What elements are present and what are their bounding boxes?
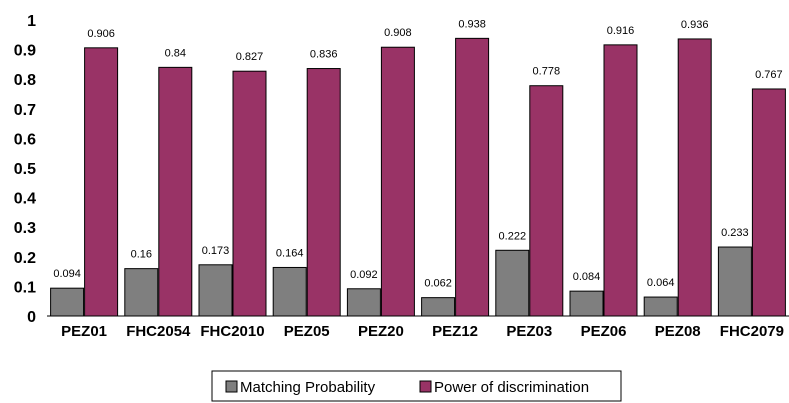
y-tick-label: 0.3 xyxy=(14,220,36,237)
y-tick-label: 1 xyxy=(27,13,36,30)
x-tick-label: PEZ06 xyxy=(581,323,627,340)
data-label-power-of-discrimination: 0.938 xyxy=(458,18,486,30)
y-tick-label: 0 xyxy=(27,309,36,326)
x-tick-label: PEZ05 xyxy=(284,323,330,340)
bar-matching-probability-pez06 xyxy=(569,290,604,317)
legend-swatch-power-of-discrimination xyxy=(419,380,432,393)
bar-power-of-discrimination-pez06 xyxy=(603,44,638,317)
bar-power-of-discrimination-pez05 xyxy=(306,68,341,317)
data-label-power-of-discrimination: 0.906 xyxy=(87,28,115,40)
y-tick-label: 0.1 xyxy=(14,279,36,296)
bars xyxy=(50,37,786,317)
data-label-matching-probability: 0.064 xyxy=(647,277,675,289)
data-label-matching-probability: 0.173 xyxy=(202,245,230,257)
bar-power-of-discrimination-pez01 xyxy=(84,47,119,317)
bar-matching-probability-fhc2079 xyxy=(717,246,752,317)
y-tick-label: 0.8 xyxy=(14,72,36,89)
y-axis-ticks: 0 0.1 0.2 0.3 0.4 0.5 0.6 0.7 0.8 0.9 1 xyxy=(14,13,36,326)
x-tick-label: PEZ12 xyxy=(432,323,478,340)
x-tick-label: FHC2054 xyxy=(126,323,191,340)
data-labels: 0.094 0.906 0.16 0.84 0.173 0.827 0.164 0.836 0.… xyxy=(53,18,782,289)
bar-power-of-discrimination-fhc2010 xyxy=(232,70,267,317)
bar-matching-probability-fhc2054 xyxy=(124,268,159,317)
data-label-power-of-discrimination: 0.767 xyxy=(755,69,783,81)
x-tick-label: PEZ20 xyxy=(358,323,404,340)
data-label-power-of-discrimination: 0.916 xyxy=(607,25,635,37)
x-tick-label: FHC2079 xyxy=(720,323,784,340)
y-tick-label: 0.7 xyxy=(14,102,36,119)
data-label-matching-probability: 0.16 xyxy=(131,249,152,261)
x-tick-label: PEZ01 xyxy=(61,323,107,340)
bar-power-of-discrimination-fhc2054 xyxy=(158,66,193,317)
y-tick-label: 0.5 xyxy=(14,161,36,178)
data-label-matching-probability: 0.222 xyxy=(499,230,527,242)
y-tick-label: 0.4 xyxy=(14,191,36,208)
data-label-power-of-discrimination: 0.836 xyxy=(310,49,338,61)
legend: Matching Probability Power of discrimina… xyxy=(211,370,622,402)
bar-power-of-discrimination-pez12 xyxy=(455,37,490,317)
bar-matching-probability-pez03 xyxy=(495,249,530,317)
x-axis-ticks: PEZ01 FHC2054 FHC2010 PEZ05 PEZ20 PEZ12 PEZ03 P… xyxy=(61,323,784,340)
bar-matching-probability-pez05 xyxy=(272,266,307,317)
bar-matching-probability-fhc2010 xyxy=(198,264,233,317)
data-label-power-of-discrimination: 0.778 xyxy=(533,66,561,78)
bar-matching-probability-pez08 xyxy=(643,296,678,317)
data-label-power-of-discrimination: 0.84 xyxy=(165,47,186,59)
data-label-matching-probability: 0.062 xyxy=(424,278,452,290)
data-label-matching-probability: 0.164 xyxy=(276,247,304,259)
legend-swatch-matching-probability xyxy=(225,380,238,393)
bar-power-of-discrimination-pez20 xyxy=(380,46,415,317)
bar-matching-probability-pez20 xyxy=(346,288,381,317)
data-label-matching-probability: 0.233 xyxy=(721,227,749,239)
data-label-power-of-discrimination: 0.908 xyxy=(384,27,412,39)
y-tick-label: 0.6 xyxy=(14,131,36,148)
data-label-matching-probability: 0.092 xyxy=(350,269,378,281)
bar-power-of-discrimination-pez08 xyxy=(677,38,712,317)
y-tick-label: 0.9 xyxy=(14,43,36,60)
x-tick-label: PEZ08 xyxy=(655,323,701,340)
data-label-power-of-discrimination: 0.936 xyxy=(681,19,709,31)
data-label-matching-probability: 0.084 xyxy=(573,271,601,283)
legend-label-matching-probability: Matching Probability xyxy=(240,379,376,396)
legend-box xyxy=(211,370,622,402)
x-tick-label: FHC2010 xyxy=(200,323,264,340)
bar-power-of-discrimination-pez03 xyxy=(529,85,564,317)
legend-label-power-of-discrimination: Power of discrimination xyxy=(434,379,589,396)
bar-power-of-discrimination-fhc2079 xyxy=(751,88,786,317)
y-tick-label: 0.2 xyxy=(14,250,36,267)
x-tick-label: PEZ03 xyxy=(506,323,552,340)
bar-matching-probability-pez12 xyxy=(421,297,456,317)
data-label-matching-probability: 0.094 xyxy=(53,268,81,280)
data-label-power-of-discrimination: 0.827 xyxy=(236,51,264,63)
bar-matching-probability-pez01 xyxy=(50,287,85,317)
